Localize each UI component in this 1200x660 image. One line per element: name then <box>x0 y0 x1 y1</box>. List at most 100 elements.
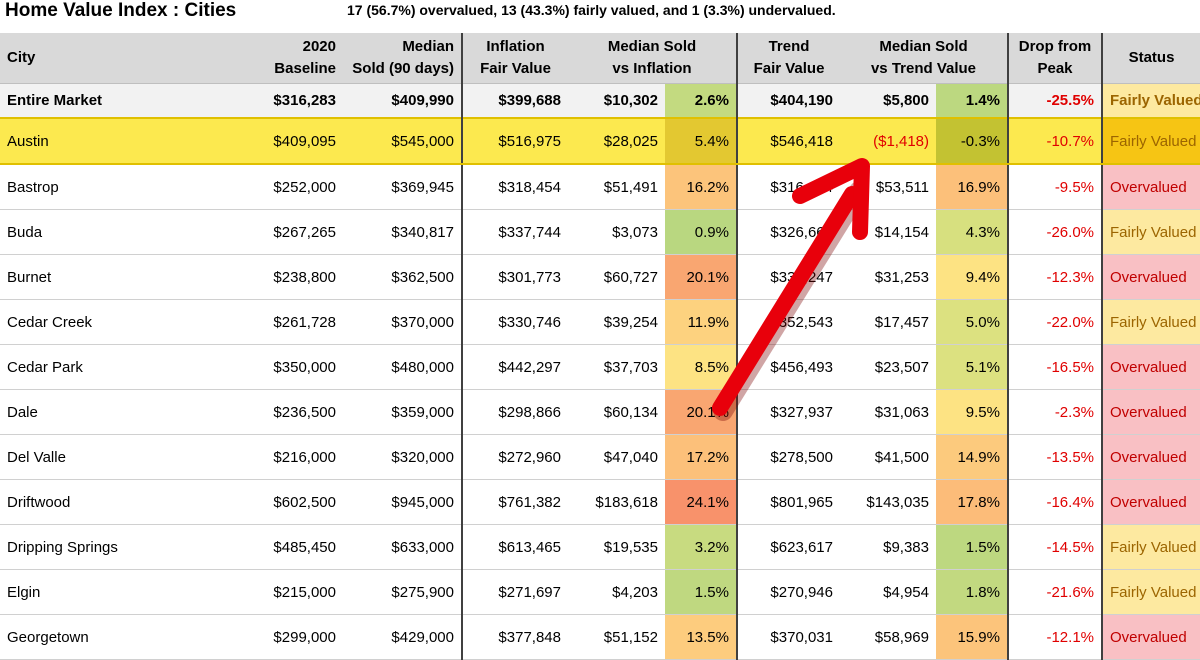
inflation-pct-cell: 0.9% <box>665 209 737 255</box>
baseline-cell: $261,728 <box>208 299 343 345</box>
status-cell: Fairly Valued <box>1101 209 1200 255</box>
table-row[interactable]: Elgin $215,000 $275,900 $271,697 $4,203 1.5% $… <box>0 569 1200 615</box>
inflation-fv-cell: $318,454 <box>461 164 568 210</box>
col-inflation-fair-value[interactable]: Inflation Fair Value <box>461 33 568 84</box>
trend-diff-cell: $53,511 <box>840 164 936 210</box>
inflation-pct-cell: 2.6% <box>665 83 737 119</box>
city-cell: Cedar Creek <box>0 299 208 345</box>
drop-cell: -16.5% <box>1007 344 1102 390</box>
baseline-cell: $409,095 <box>208 117 343 165</box>
inflation-fv-cell: $272,960 <box>461 434 568 480</box>
home-value-table: City 2020 Baseline Median Sold (90 days) I… <box>0 33 1200 660</box>
trend-pct-cell: 14.9% <box>936 434 1008 480</box>
col-status[interactable]: Status <box>1101 33 1200 84</box>
status-cell: Overvalued <box>1101 344 1200 390</box>
trend-pct-cell: 1.8% <box>936 569 1008 615</box>
drop-cell: -25.5% <box>1007 83 1102 119</box>
city-cell: Georgetown <box>0 614 208 660</box>
inflation-pct-cell: 1.5% <box>665 569 737 615</box>
trend-pct-cell: 1.5% <box>936 524 1008 570</box>
drop-cell: -21.6% <box>1007 569 1102 615</box>
col-median-vs-trend[interactable]: Median Sold vs Trend Value <box>840 33 1008 84</box>
inflation-diff-cell: $4,203 <box>568 569 665 615</box>
col-median-vs-inflation[interactable]: Median Sold vs Inflation <box>568 33 737 84</box>
drop-cell: -9.5% <box>1007 164 1102 210</box>
inflation-fv-cell: $613,465 <box>461 524 568 570</box>
col-median-sold[interactable]: Median Sold (90 days) <box>343 33 462 84</box>
trend-pct-cell: 17.8% <box>936 479 1008 525</box>
median-cell: $480,000 <box>343 344 462 390</box>
inflation-pct-cell: 20.1% <box>665 254 737 300</box>
table-row[interactable]: Burnet $238,800 $362,500 $301,773 $60,727 20.… <box>0 254 1200 300</box>
table-row[interactable]: Austin $409,095 $545,000 $516,975 $28,025 5.4… <box>0 117 1200 165</box>
table-row[interactable]: Dripping Springs $485,450 $633,000 $613,465… <box>0 524 1200 570</box>
median-cell: $545,000 <box>343 117 462 165</box>
trend-pct-cell: -0.3% <box>936 117 1008 165</box>
inflation-diff-cell: $51,152 <box>568 614 665 660</box>
drop-cell: -14.5% <box>1007 524 1102 570</box>
city-cell: Austin <box>0 117 208 165</box>
table-row[interactable]: Cedar Park $350,000 $480,000 $442,297 $37,70… <box>0 344 1200 390</box>
status-cell: Overvalued <box>1101 254 1200 300</box>
median-cell: $369,945 <box>343 164 462 210</box>
city-cell: Buda <box>0 209 208 255</box>
inflation-diff-cell: $47,040 <box>568 434 665 480</box>
header-row: City 2020 Baseline Median Sold (90 days) I… <box>0 33 1200 84</box>
table-row[interactable]: Buda $267,265 $340,817 $337,744 $3,073 0.9% $3… <box>0 209 1200 255</box>
col-trend-fair-value[interactable]: Trend Fair Value <box>736 33 840 84</box>
city-cell: Entire Market <box>0 83 208 119</box>
city-cell: Burnet <box>0 254 208 300</box>
baseline-cell: $602,500 <box>208 479 343 525</box>
status-cell: Overvalued <box>1101 164 1200 210</box>
median-cell: $409,990 <box>343 83 462 119</box>
baseline-cell: $236,500 <box>208 389 343 435</box>
median-cell: $359,000 <box>343 389 462 435</box>
baseline-cell: $252,000 <box>208 164 343 210</box>
inflation-fv-cell: $516,975 <box>461 117 568 165</box>
inflation-fv-cell: $399,688 <box>461 83 568 119</box>
inflation-pct-cell: 20.1% <box>665 389 737 435</box>
entire-market-row[interactable]: Entire Market $316,283 $409,990 $399,688… <box>0 83 1200 119</box>
trend-diff-cell: $41,500 <box>840 434 936 480</box>
status-cell: Overvalued <box>1101 479 1200 525</box>
table-row[interactable]: Driftwood $602,500 $945,000 $761,382 $183,61… <box>0 479 1200 525</box>
inflation-diff-cell: $60,134 <box>568 389 665 435</box>
inflation-diff-cell: $37,703 <box>568 344 665 390</box>
title-bar: Home Value Index : Cities 17 (56.7%) ove… <box>0 0 1200 32</box>
status-cell: Overvalued <box>1101 614 1200 660</box>
trend-fv-cell: $331,247 <box>736 254 840 300</box>
table-row[interactable]: Georgetown $299,000 $429,000 $377,848 $51,15… <box>0 614 1200 660</box>
col-drop-from-peak[interactable]: Drop from Peak <box>1007 33 1102 84</box>
trend-pct-cell: 5.1% <box>936 344 1008 390</box>
trend-pct-cell: 15.9% <box>936 614 1008 660</box>
city-cell: Driftwood <box>0 479 208 525</box>
city-cell: Dale <box>0 389 208 435</box>
inflation-pct-cell: 11.9% <box>665 299 737 345</box>
trend-fv-cell: $404,190 <box>736 83 840 119</box>
trend-fv-cell: $316,434 <box>736 164 840 210</box>
valuation-summary: 17 (56.7%) overvalued, 13 (43.3%) fairly… <box>347 2 836 18</box>
trend-fv-cell: $327,937 <box>736 389 840 435</box>
city-cell: Cedar Park <box>0 344 208 390</box>
baseline-cell: $485,450 <box>208 524 343 570</box>
drop-cell: -12.1% <box>1007 614 1102 660</box>
drop-cell: -13.5% <box>1007 434 1102 480</box>
trend-diff-cell: $4,954 <box>840 569 936 615</box>
col-city[interactable]: City <box>0 33 208 84</box>
col-baseline[interactable]: 2020 Baseline <box>208 33 343 84</box>
inflation-diff-cell: $3,073 <box>568 209 665 255</box>
inflation-pct-cell: 8.5% <box>665 344 737 390</box>
table-row[interactable]: Del Valle $216,000 $320,000 $272,960 $47,040… <box>0 434 1200 480</box>
median-cell: $362,500 <box>343 254 462 300</box>
inflation-diff-cell: $183,618 <box>568 479 665 525</box>
table-row[interactable]: Cedar Creek $261,728 $370,000 $330,746 $39,2… <box>0 299 1200 345</box>
trend-fv-cell: $801,965 <box>736 479 840 525</box>
table-row[interactable]: Bastrop $252,000 $369,945 $318,454 $51,491 16… <box>0 164 1200 210</box>
table-row[interactable]: Dale $236,500 $359,000 $298,866 $60,134 20.1%… <box>0 389 1200 435</box>
city-cell: Elgin <box>0 569 208 615</box>
trend-fv-cell: $326,663 <box>736 209 840 255</box>
inflation-diff-cell: $51,491 <box>568 164 665 210</box>
drop-cell: -2.3% <box>1007 389 1102 435</box>
baseline-cell: $238,800 <box>208 254 343 300</box>
inflation-pct-cell: 5.4% <box>665 117 737 165</box>
